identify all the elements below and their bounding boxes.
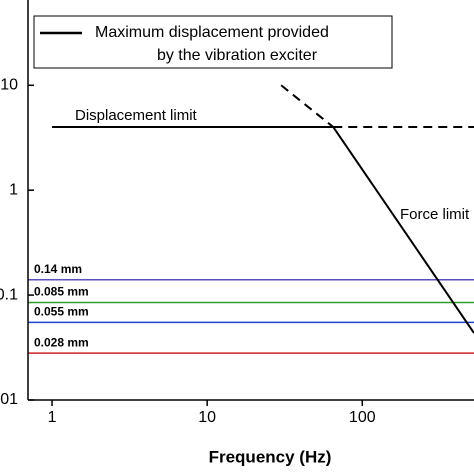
y-tick-label: 1	[9, 181, 18, 198]
threshold-label: 0.085 mm	[34, 285, 89, 299]
x-axis-label: Frequency (Hz)	[209, 447, 332, 466]
y-tick-label: 10	[0, 76, 18, 93]
x-tick-label: 1	[48, 409, 57, 426]
y-tick-label: 0.01	[0, 391, 18, 408]
y-tick-label: 0.1	[0, 286, 18, 303]
x-tick-label: 100	[349, 409, 376, 426]
threshold-label: 0.028 mm	[34, 335, 89, 349]
annotation: Displacement limit	[75, 107, 198, 124]
legend-label: by the vibration exciter	[157, 47, 318, 64]
x-tick-label: 10	[198, 409, 216, 426]
threshold-label: 0.055 mm	[34, 305, 89, 319]
series-line	[280, 84, 334, 128]
legend-label: Maximum displacement provided	[95, 24, 329, 41]
annotation: Force limit	[400, 206, 470, 223]
series-line	[332, 126, 474, 334]
legend-box	[33, 15, 393, 69]
threshold-label: 0.14 mm	[34, 262, 82, 276]
